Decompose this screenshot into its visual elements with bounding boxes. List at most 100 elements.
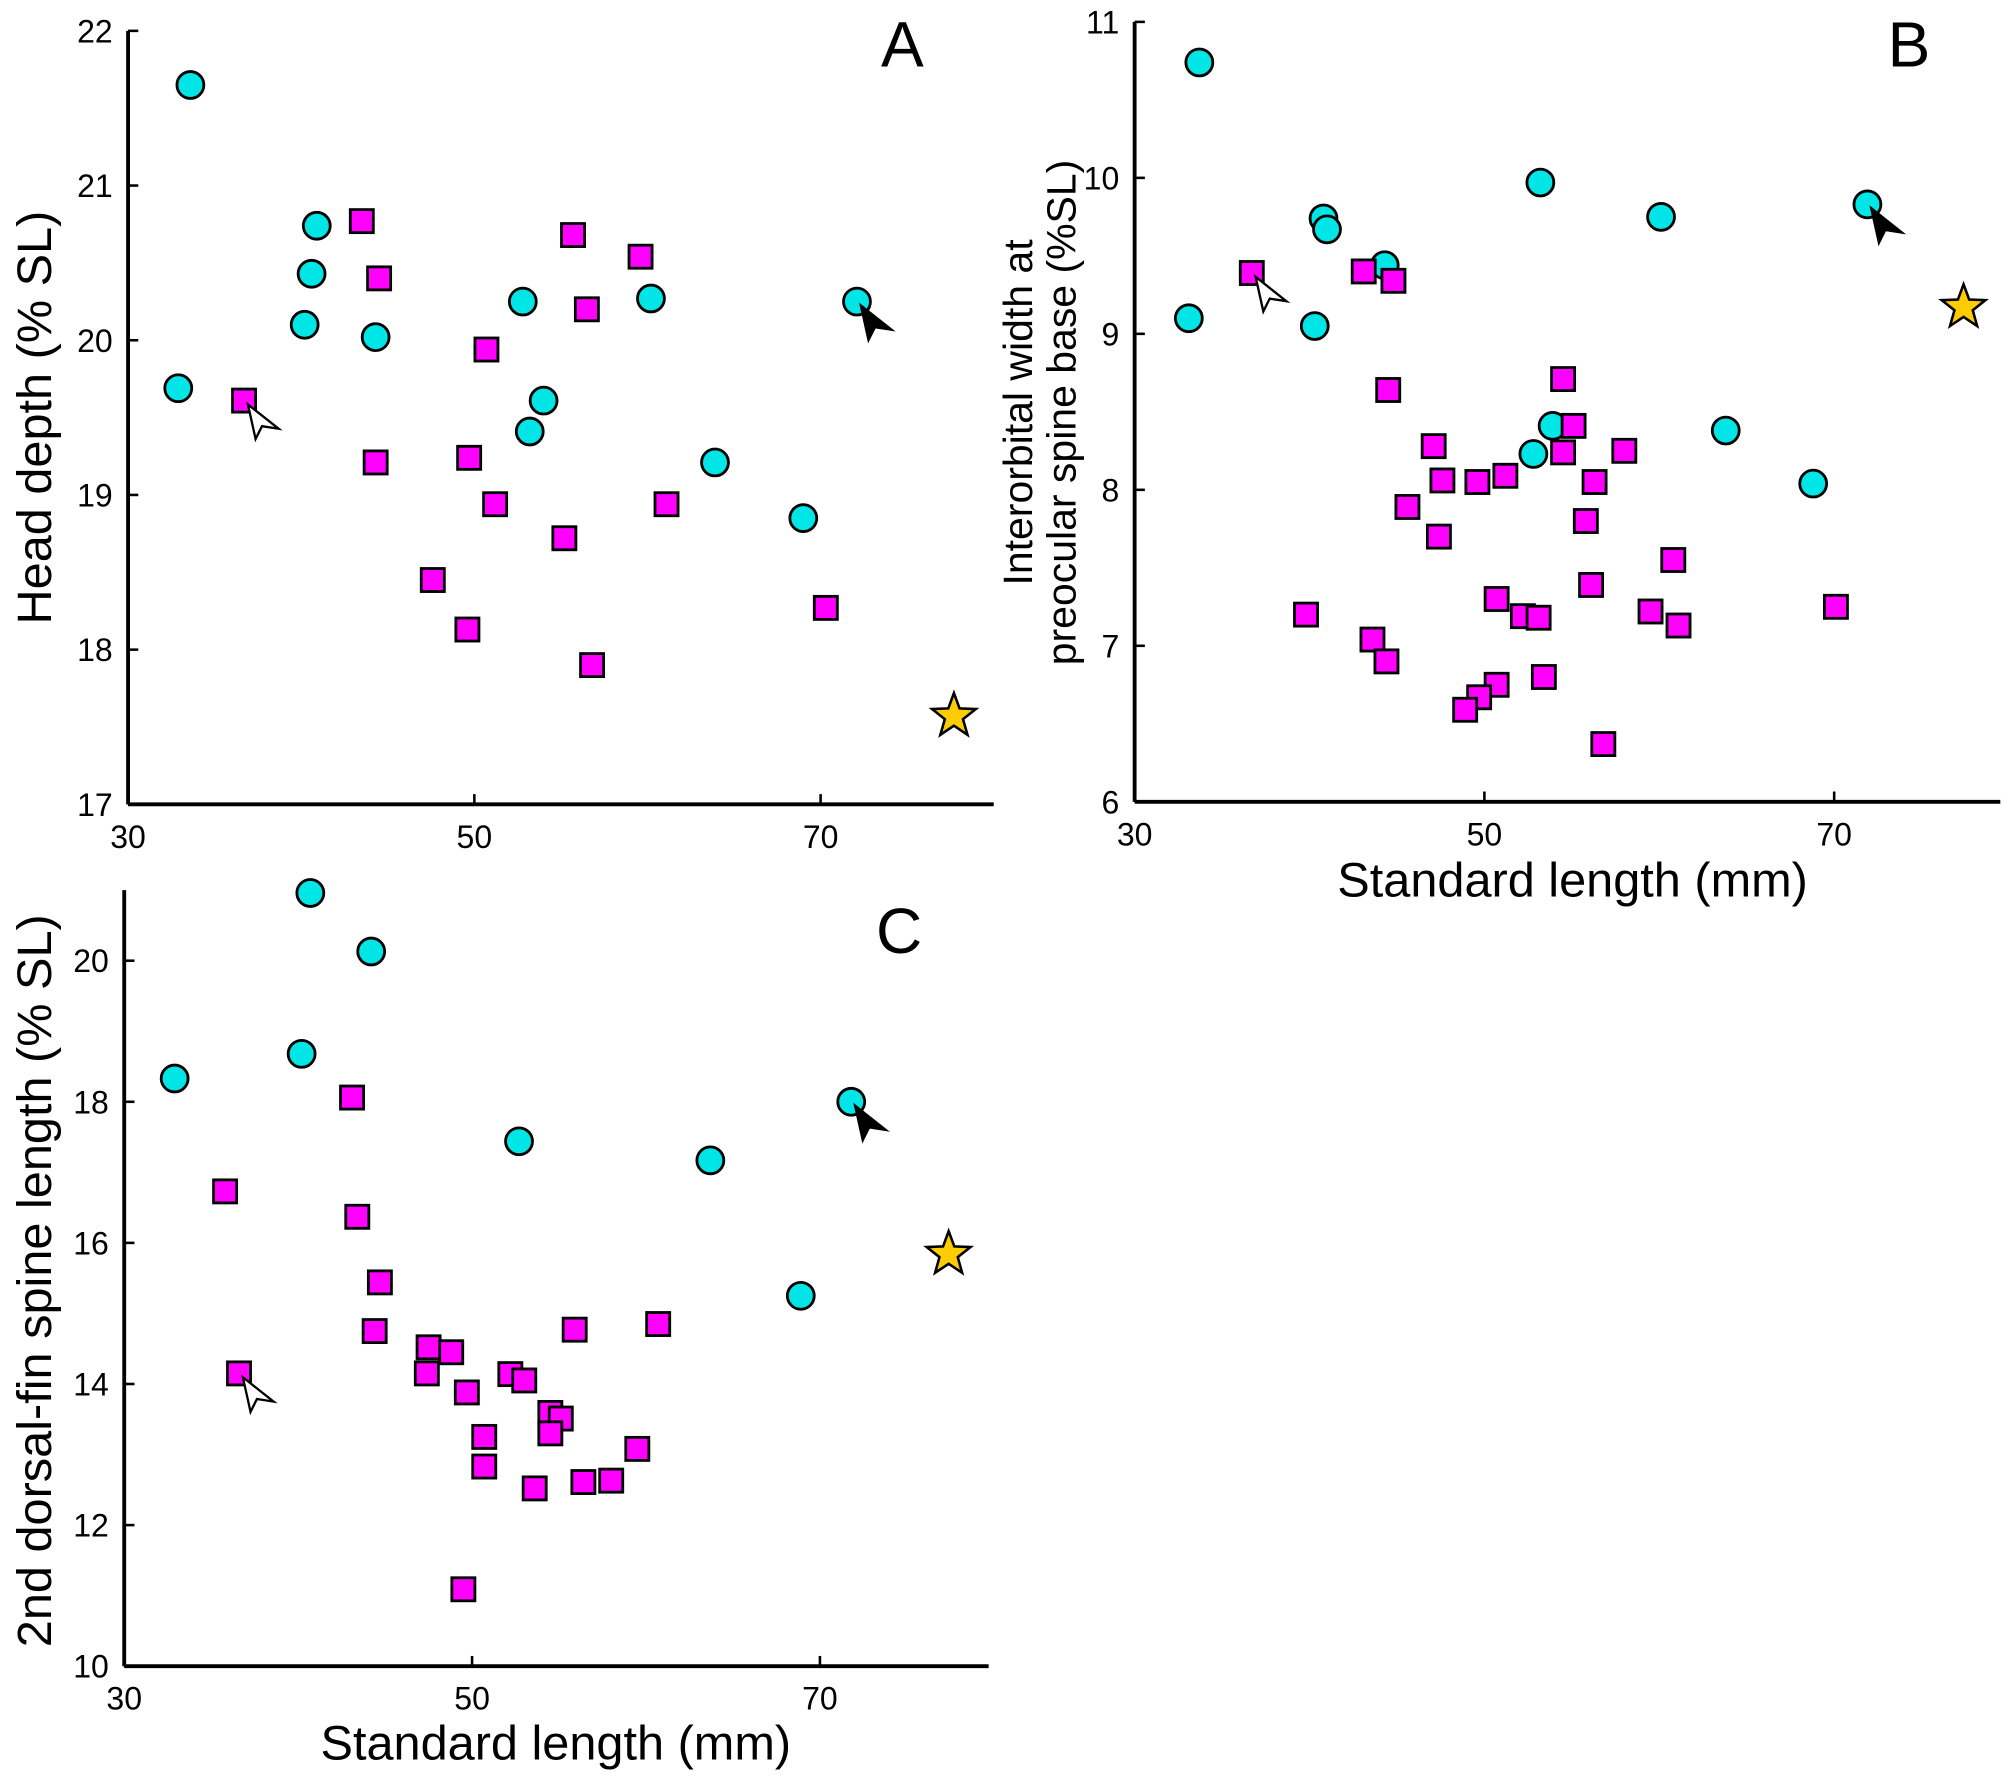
square-point [1380, 267, 1407, 294]
square-point [419, 567, 446, 593]
square-point [812, 594, 839, 621]
square-point [1590, 731, 1617, 758]
square-point [1560, 412, 1587, 439]
square-point [653, 491, 680, 518]
square-point [366, 1269, 393, 1296]
square-point [1572, 508, 1599, 534]
y-tick-label: 10 [73, 1649, 109, 1685]
panel-label-b: B [1888, 9, 1931, 81]
square-point [348, 208, 375, 235]
y-tick-label: 20 [77, 323, 113, 359]
square-point [1581, 469, 1608, 495]
y-tick-label: 11 [1086, 4, 1119, 40]
square-point [362, 449, 389, 476]
square-point [1822, 593, 1849, 620]
square-point [1530, 664, 1557, 690]
circle-point [700, 447, 730, 478]
square-point [627, 243, 654, 270]
black-arrow-icon [853, 1102, 890, 1144]
square-point [473, 336, 500, 363]
circle-point [295, 878, 326, 908]
square-point [1492, 462, 1519, 489]
circle-point [289, 309, 320, 340]
panel-label-c: C [876, 895, 922, 967]
square-point [1425, 523, 1452, 550]
x-tick-label: 50 [1467, 816, 1503, 852]
circle-point [159, 1063, 190, 1094]
square-point [471, 1453, 498, 1480]
y-tick-label: 6 [1101, 784, 1119, 820]
square-point [561, 1316, 588, 1343]
square-point [598, 1467, 625, 1494]
y-tick-label: 14 [73, 1367, 109, 1403]
square-point [1359, 626, 1386, 653]
y-tick-label: 10 [1084, 160, 1120, 196]
square-point [366, 265, 393, 292]
circle-point [360, 322, 391, 353]
x-axis-label-b: Standard length (mm) [1337, 854, 1808, 908]
circle-point [301, 210, 332, 241]
circle-point [1798, 468, 1829, 499]
square-point [1483, 586, 1510, 612]
square-point [471, 1423, 498, 1450]
y-tick-label: 22 [77, 13, 113, 49]
circle-point [1299, 311, 1330, 341]
y-tick-label: 7 [1101, 628, 1119, 664]
star-point [923, 1227, 975, 1276]
square-point [482, 491, 509, 518]
square-point [456, 444, 483, 471]
square-point [415, 1334, 442, 1361]
circle-point [1173, 303, 1204, 334]
circle-point [1312, 214, 1342, 245]
square-point [1373, 648, 1400, 675]
white-arrow-icon [241, 1374, 278, 1416]
circle-point [1184, 47, 1215, 78]
circle-point [286, 1038, 317, 1069]
panel-a: A Head depth (% SL) [8, 9, 924, 625]
square-point [1660, 547, 1687, 573]
star-point [928, 689, 980, 738]
circle-point [504, 1126, 534, 1157]
square-point [579, 652, 606, 679]
x-tick-label: 50 [454, 1681, 490, 1717]
x-tick-label: 70 [1816, 816, 1852, 852]
x-axis-label-c: Standard length (mm) [321, 1717, 792, 1771]
circle-point [636, 283, 666, 314]
y-tick-label: 19 [77, 477, 113, 513]
star-point [1938, 280, 1989, 330]
square-point [450, 1576, 477, 1603]
square-point [624, 1435, 651, 1462]
black-arrow-icon [858, 302, 896, 344]
square-point [438, 1339, 465, 1366]
circle-point [695, 1145, 726, 1176]
x-tick-label: 50 [457, 819, 493, 855]
circle-point [296, 258, 327, 289]
square-point [1452, 696, 1479, 723]
x-tick-label: 70 [803, 819, 839, 855]
square-point [212, 1178, 239, 1205]
circle-point [1710, 415, 1741, 446]
circle-point [1518, 439, 1549, 469]
circle-point [785, 1280, 816, 1311]
circle-point [788, 503, 819, 534]
circle-point [356, 936, 387, 967]
square-point [1665, 612, 1692, 639]
y-tick-label: 8 [1101, 472, 1119, 508]
panel-b: B Interorbital width at preocular spine … [995, 9, 1930, 908]
square-point [1578, 572, 1605, 598]
square-point [573, 296, 600, 323]
circle-point [1525, 167, 1556, 198]
panel-c: C 2nd dorsal-fin spine length (% SL) Sta… [8, 895, 922, 1771]
panel-label-a: A [881, 9, 924, 81]
black-arrow-icon [1869, 205, 1907, 247]
square-point [453, 1379, 480, 1406]
y-axis-label-a: Head depth (% SL) [8, 211, 62, 625]
circle-point [507, 286, 538, 317]
square-point [645, 1311, 672, 1337]
y-axis-label-c: 2nd dorsal-fin spine length (% SL) [8, 914, 62, 1647]
y-tick-label: 20 [73, 943, 109, 979]
square-point [537, 1420, 564, 1447]
x-tick-label: 30 [106, 1681, 142, 1717]
y-tick-label: 12 [73, 1508, 109, 1544]
